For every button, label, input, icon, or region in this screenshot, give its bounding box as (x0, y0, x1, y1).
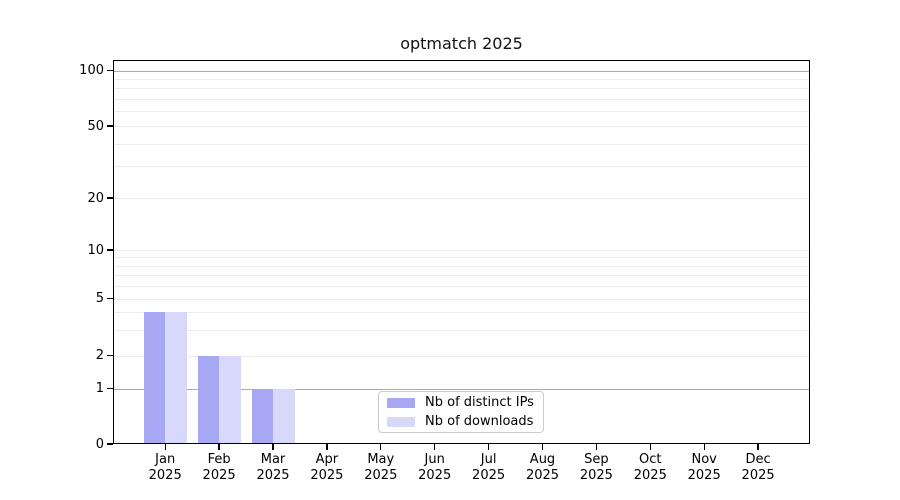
x-tick-may (380, 444, 382, 450)
x-tick-label-mar: Mar 2025 (256, 452, 290, 483)
legend-item-downloads: Nb of downloads (387, 414, 535, 430)
y-tick-2 (107, 354, 113, 357)
bar-downloads (165, 312, 187, 444)
gridline-5 (113, 298, 810, 300)
y-tick-50 (107, 125, 113, 127)
y-tick-label-1: 1 (95, 381, 104, 396)
gridline-4 (113, 312, 810, 314)
x-tick-label-aug: Aug 2025 (525, 452, 560, 483)
x-tick-jan (164, 444, 166, 450)
gridline-30 (113, 166, 810, 168)
legend-item-distinct-ips: Nb of distinct IPs (387, 395, 535, 411)
x-tick-label-nov: Nov 2025 (687, 452, 721, 483)
y-tick-20 (107, 197, 113, 199)
x-tick-jul (487, 444, 490, 450)
bar-distinct-ips (143, 312, 166, 444)
plot-area (113, 60, 810, 444)
x-tick-apr (326, 444, 328, 450)
gridline-6 (113, 285, 810, 287)
gridline-8 (113, 265, 810, 267)
y-tick-1 (107, 387, 113, 390)
gridline-1 (113, 388, 810, 390)
legend-label-distinct-ips: Nb of distinct IPs (425, 394, 534, 410)
legend-swatch-distinct-ips (387, 397, 415, 408)
gridline-70 (113, 99, 810, 101)
x-tick-label-apr: Apr 2025 (310, 452, 344, 483)
y-tick-label-10: 10 (87, 242, 104, 258)
gridline-90 (113, 78, 810, 80)
gridline-100 (113, 70, 810, 72)
legend-swatch-downloads (387, 416, 415, 427)
x-tick-oct (649, 444, 651, 450)
x-tick-label-may: May 2025 (364, 452, 398, 483)
gridline-20 (113, 198, 810, 199)
bar-downloads (219, 355, 241, 444)
gridline-2 (113, 355, 810, 357)
gridline-80 (113, 88, 810, 90)
gridline-40 (113, 143, 810, 145)
x-tick-label-jun: Jun 2025 (418, 452, 452, 483)
chart-title: optmatch 2025 (400, 34, 523, 53)
y-tick-0 (107, 443, 113, 445)
y-tick-10 (107, 249, 113, 251)
legend: Nb of distinct IPs Nb of downloads (378, 391, 544, 433)
y-tick-label-5: 5 (95, 291, 104, 306)
y-tick-label-50: 50 (87, 118, 104, 134)
y-tick-label-100: 100 (79, 63, 104, 78)
x-tick-label-jan: Jan 2025 (148, 452, 182, 483)
y-tick-5 (107, 297, 113, 300)
gridline-60 (113, 111, 810, 113)
bar-distinct-ips (197, 355, 220, 444)
x-tick-aug (541, 444, 544, 450)
legend-label-downloads: Nb of downloads (425, 413, 534, 429)
x-tick-label-dec: Dec 2025 (741, 452, 775, 483)
gridline-7 (113, 274, 810, 276)
bar-downloads (273, 388, 295, 444)
x-tick-label-sep: Sep 2025 (579, 452, 613, 483)
x-tick-label-oct: Oct 2025 (633, 452, 667, 483)
x-tick-dec (757, 444, 759, 450)
gridline-50 (113, 126, 810, 127)
y-tick-label-20: 20 (87, 190, 104, 206)
y-tick-100 (107, 69, 113, 72)
x-tick-sep (595, 444, 598, 450)
gridline-3 (113, 330, 810, 332)
x-tick-label-jul: Jul 2025 (472, 452, 506, 483)
x-tick-label-feb: Feb 2025 (202, 452, 236, 483)
x-tick-feb (218, 444, 220, 450)
y-tick-label-0: 0 (95, 436, 104, 452)
x-tick-mar (272, 444, 274, 450)
x-tick-nov (703, 444, 705, 450)
gridline-9 (113, 257, 810, 259)
y-tick-label-2: 2 (95, 348, 104, 363)
x-tick-jun (434, 444, 436, 450)
bar-distinct-ips (251, 388, 273, 444)
gridline-10 (113, 250, 810, 251)
